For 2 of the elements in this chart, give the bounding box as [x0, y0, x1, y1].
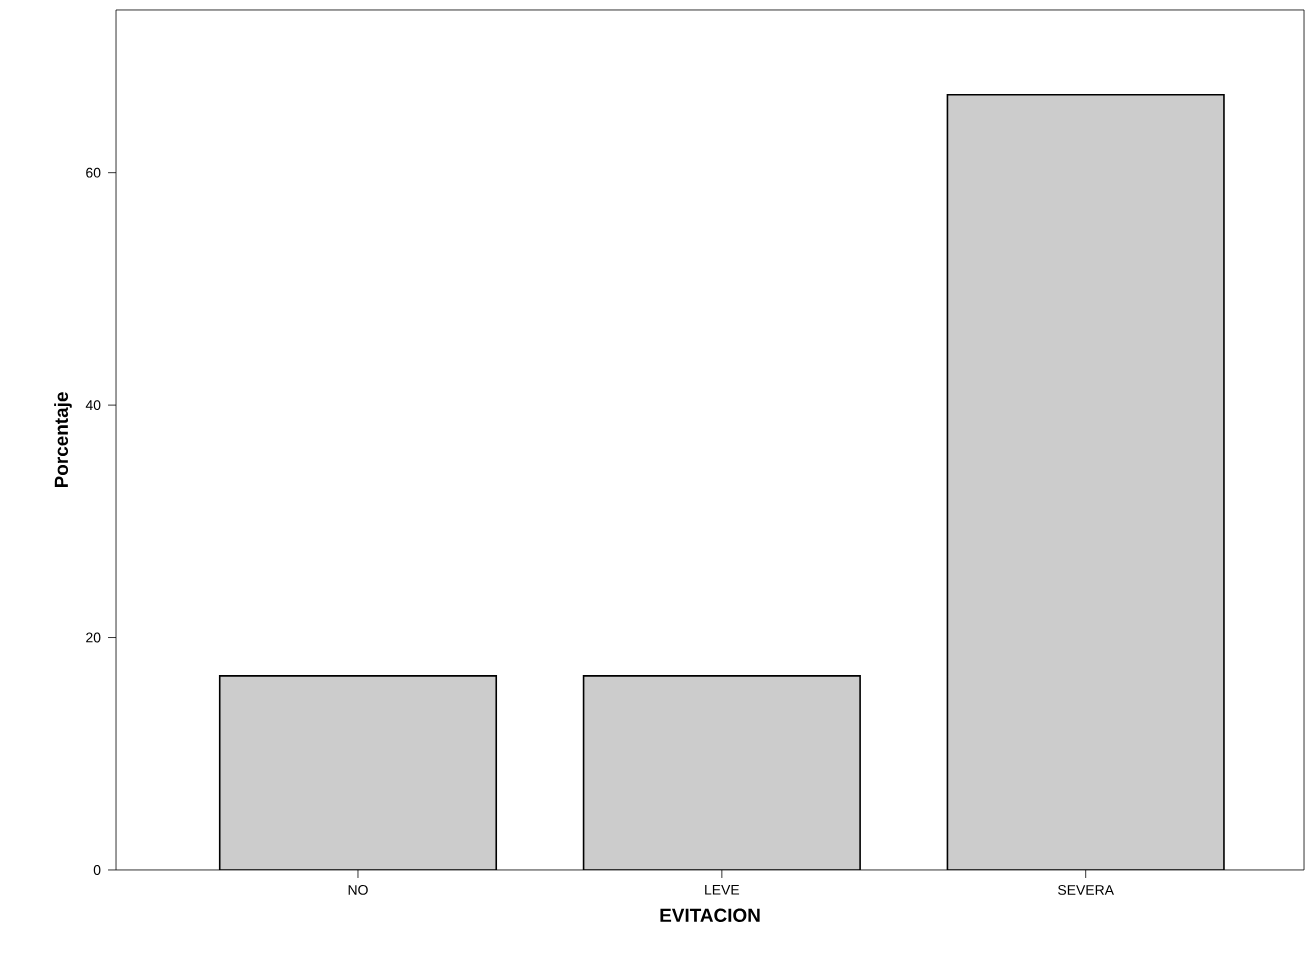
- x-axis-title: EVITACION: [660, 908, 760, 922]
- y-axis-title: Porcentaje: [54, 392, 72, 488]
